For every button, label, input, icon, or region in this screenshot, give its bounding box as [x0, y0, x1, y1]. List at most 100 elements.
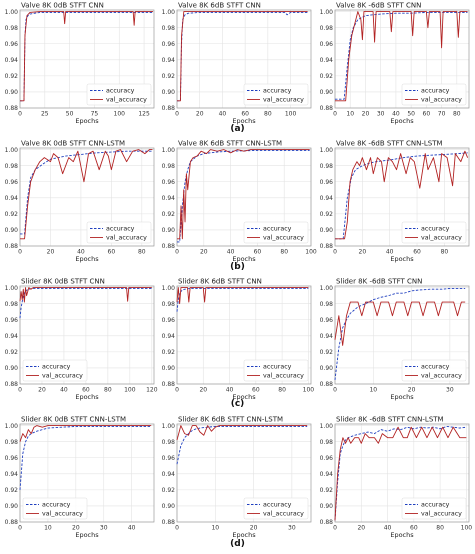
y-tick-label: 0.94 — [5, 195, 19, 202]
x-tick-label: 70 — [438, 111, 446, 118]
legend-label: accuracy — [42, 364, 71, 371]
x-tick-label: 20 — [199, 387, 207, 394]
x-axis-label: Epochs — [390, 255, 414, 263]
legend: accuracy val_accuracy — [401, 83, 467, 106]
x-tick-label: 40 — [77, 249, 85, 256]
x-tick-label: 80 — [441, 249, 449, 256]
legend-label: accuracy — [42, 502, 71, 509]
x-tick-label: 20 — [408, 387, 416, 394]
x-tick-label: 100 — [114, 111, 126, 118]
legend-label: accuracy — [421, 88, 450, 95]
y-tick-label: 1.00 — [162, 9, 176, 16]
x-tick-label: 20 — [357, 525, 365, 532]
y-tick-label: 0.88 — [320, 519, 334, 526]
y-tick-label: 0.98 — [320, 301, 334, 308]
x-tick-label: 0 — [18, 525, 22, 532]
y-tick-label: 0.98 — [162, 439, 176, 446]
legend-label: val_accuracy — [263, 235, 304, 242]
y-tick-label: 0.92 — [162, 487, 176, 494]
plot-frame — [19, 147, 155, 247]
chart-panel: Slider 8K 0dB STFT CNN 0.88 0.90 0.92 0.94 0.… — [5, 278, 158, 402]
y-tick-label: 1.00 — [5, 147, 19, 154]
legend-label: val_accuracy — [263, 511, 304, 518]
x-tick-label: 100 — [461, 525, 473, 532]
y-tick-label: 0.94 — [5, 57, 19, 64]
y-tick-label: 0.90 — [5, 89, 19, 96]
y-tick-label: 0.90 — [320, 365, 334, 372]
x-axis-label: Epochs — [232, 531, 256, 539]
chart-panel: Slider 8K -6dB STFT CNN 0.88 0.90 0.92 0.94 0… — [320, 278, 470, 401]
x-tick-label: 0 — [333, 525, 337, 532]
y-tick-label: 0.88 — [320, 105, 334, 112]
series-line-val_accuracy — [177, 11, 308, 102]
x-tick-label: 125 — [138, 111, 150, 118]
plot-frame — [334, 9, 470, 109]
x-tick-label: 0 — [333, 387, 337, 394]
y-tick-label: 0.96 — [162, 41, 176, 48]
legend-label: val_accuracy — [42, 373, 83, 380]
x-tick-label: 80 — [278, 387, 286, 394]
y-tick-label: 0.88 — [5, 243, 19, 250]
x-tick-label: 0 — [175, 525, 179, 532]
plot-frame — [334, 147, 470, 247]
y-tick-label: 0.92 — [5, 211, 19, 218]
y-tick-label: 0.98 — [320, 439, 334, 446]
y-tick-label: 0.88 — [162, 105, 176, 112]
y-tick-label: 1.00 — [320, 285, 334, 292]
x-tick-label: 40 — [392, 111, 400, 118]
y-tick-label: 0.96 — [320, 179, 334, 186]
series-line-val_accuracy — [177, 149, 310, 240]
x-tick-label: 80 — [104, 387, 112, 394]
x-axis-label: Epochs — [232, 255, 256, 263]
x-tick-label: 100 — [303, 387, 315, 394]
legend: accuracy val_accuracy — [401, 221, 467, 244]
y-tick-label: 0.94 — [320, 57, 334, 64]
x-tick-label: 50 — [407, 111, 415, 118]
x-axis-label: Epochs — [75, 117, 99, 125]
chart-title: Slider 8K 0dB STFT CNN-LSTM — [21, 416, 126, 424]
legend-label: val_accuracy — [263, 373, 304, 380]
x-tick-label: 10 — [44, 525, 52, 532]
y-tick-label: 1.00 — [5, 285, 19, 292]
y-tick-label: 0.92 — [162, 211, 176, 218]
y-tick-label: 0.88 — [320, 243, 334, 250]
legend-label: accuracy — [106, 226, 135, 233]
plot-frame — [19, 285, 155, 385]
legend-label: val_accuracy — [421, 511, 462, 518]
chart-title: Slider 8K 6dB STFT CNN — [178, 278, 262, 286]
x-tick-label: 0 — [18, 387, 22, 394]
x-tick-label: 0 — [175, 387, 179, 394]
y-tick-label: 1.00 — [5, 423, 19, 430]
x-tick-label: 60 — [82, 387, 90, 394]
legend-label: accuracy — [263, 502, 292, 509]
y-tick-label: 1.00 — [320, 147, 334, 154]
x-tick-label: 60 — [252, 387, 260, 394]
x-tick-label: 30 — [377, 111, 385, 118]
legend: accuracy val_accuracy — [243, 497, 309, 520]
legend: accuracy val_accuracy — [22, 497, 88, 520]
x-tick-label: 120 — [146, 387, 158, 394]
legend-label: accuracy — [263, 88, 292, 95]
y-tick-label: 0.98 — [320, 25, 334, 32]
y-tick-label: 0.96 — [320, 41, 334, 48]
chart-panel: Valve 8K 6dB STFT CNN-LSTM 0.88 0.90 0.92 0.… — [162, 140, 317, 264]
chart-panel: Valve 8K 0dB STFT CNN-LSTM 0.88 0.90 0.92 0.… — [5, 140, 155, 263]
y-tick-label: 0.90 — [5, 227, 19, 234]
chart-title: Slider 8K -6dB STFT CNN-LSTM — [336, 416, 444, 424]
legend-label: val_accuracy — [42, 511, 83, 518]
legend-label: accuracy — [421, 502, 450, 509]
series-line-accuracy — [335, 11, 468, 100]
y-tick-label: 0.94 — [320, 333, 334, 340]
y-tick-label: 0.88 — [162, 243, 176, 250]
y-tick-label: 0.90 — [5, 365, 19, 372]
y-tick-label: 0.94 — [162, 333, 176, 340]
y-tick-label: 0.88 — [5, 105, 19, 112]
chart-title: Valve 8K -6dB STFT CNN — [336, 2, 421, 10]
chart-panel: Slider 8K -6dB STFT CNN-LSTM 0.88 0.90 0.92… — [320, 416, 473, 540]
x-tick-label: 30 — [288, 525, 296, 532]
x-tick-label: 60 — [108, 249, 116, 256]
x-tick-label: 20 — [362, 111, 370, 118]
y-tick-label: 0.94 — [162, 195, 176, 202]
